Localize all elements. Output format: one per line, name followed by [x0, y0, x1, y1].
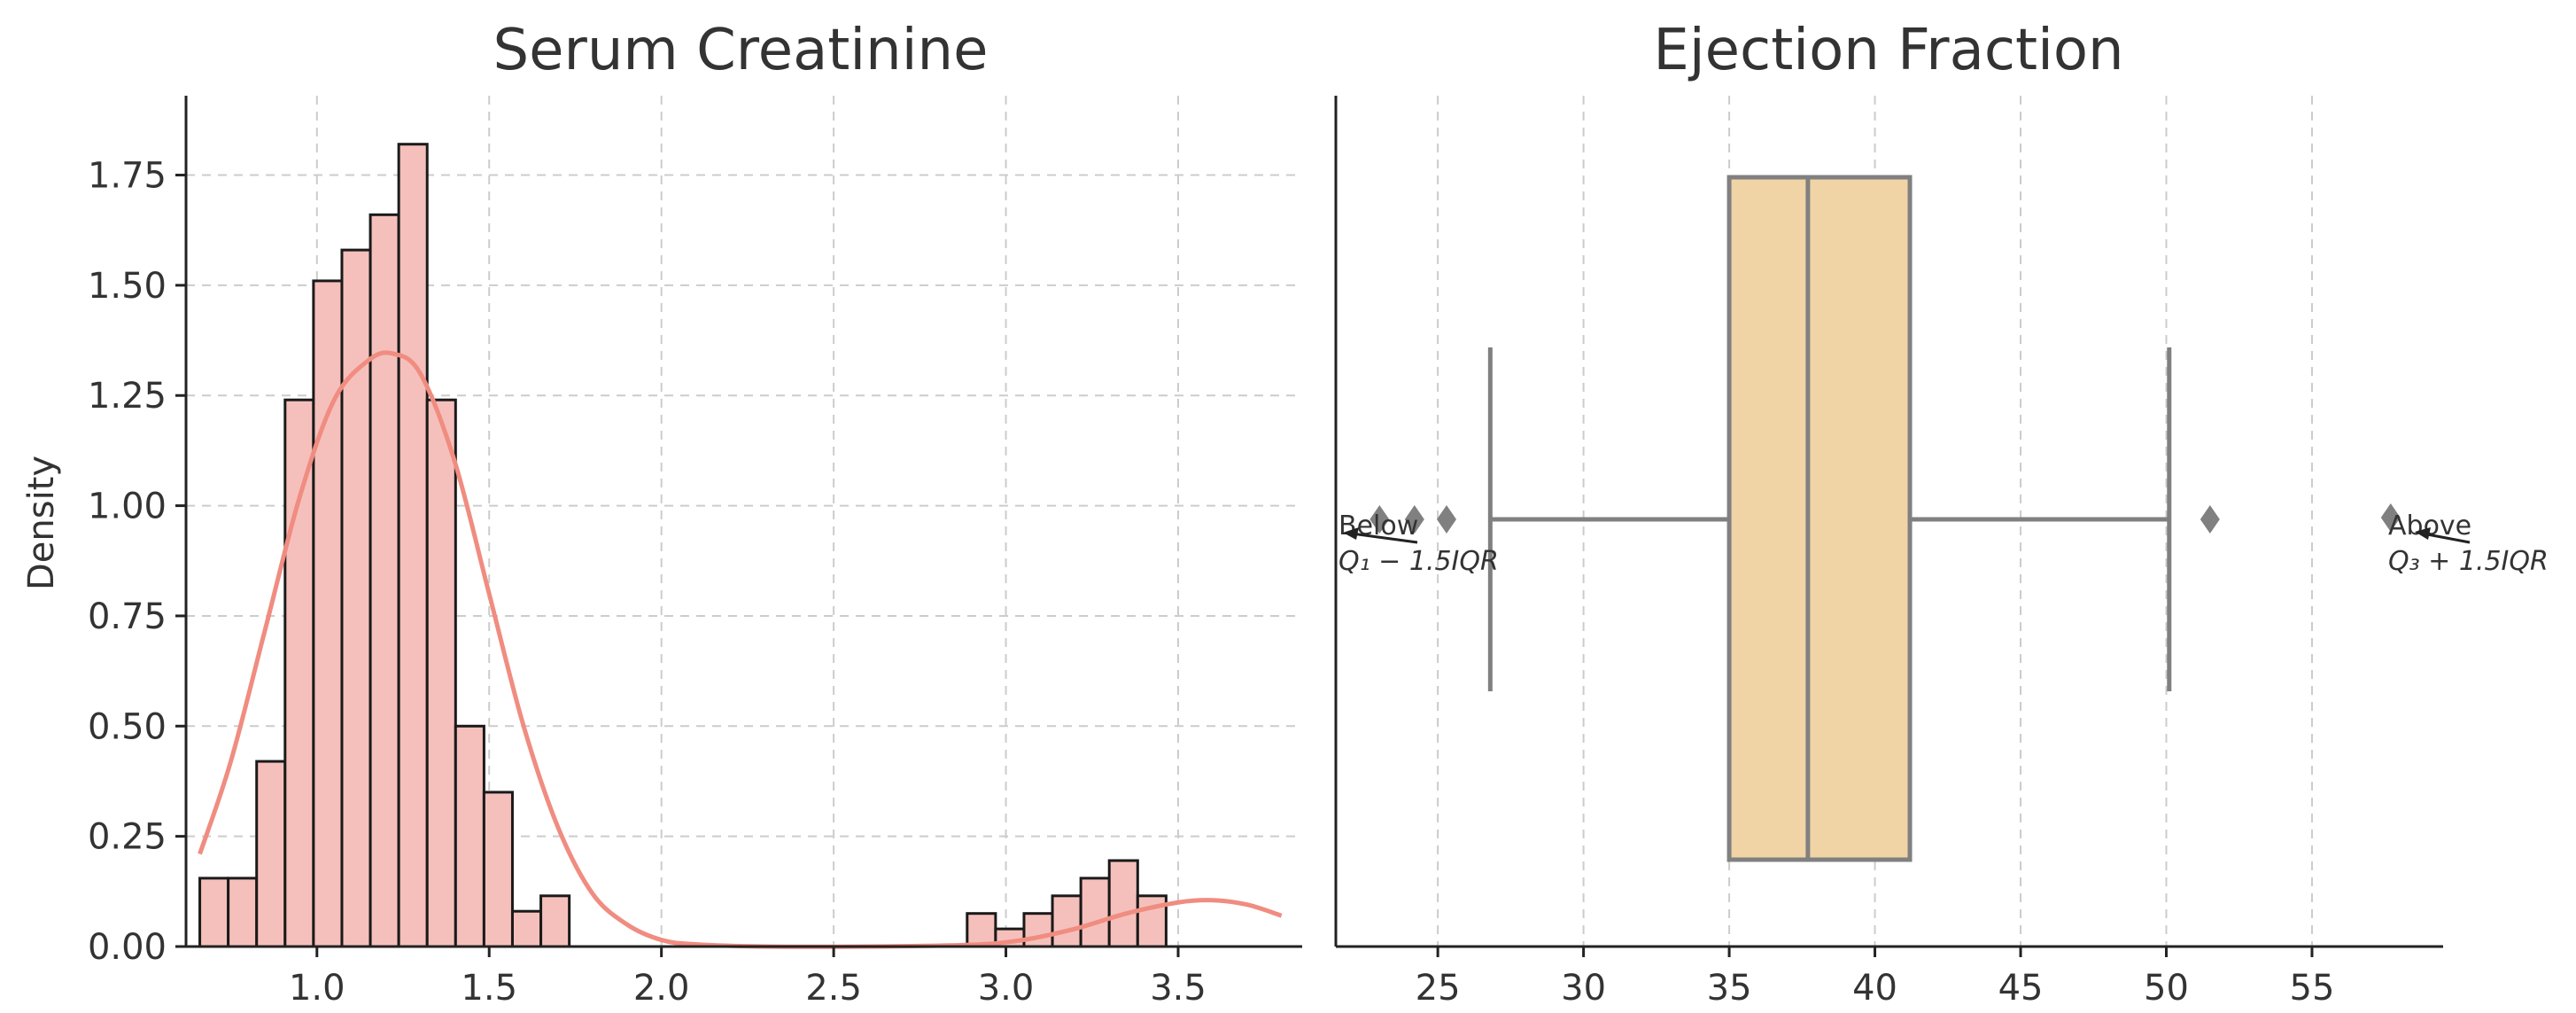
hist-y-tick-label: 0.75	[88, 596, 167, 637]
outlier-marker	[1437, 505, 1456, 534]
histogram-x-ticks: 1.0 1.5 2.0 2.5 3.0 3.5	[289, 947, 1207, 1009]
outlier-marker	[2380, 503, 2401, 532]
hist-x-tick-label: 1.0	[289, 968, 345, 1009]
hist-y-tick-label: 0.50	[88, 706, 167, 747]
histogram-bar	[1022, 912, 1054, 948]
hist-y-tick-label: 1.00	[88, 487, 167, 527]
boxplot-axes	[1334, 96, 2443, 948]
boxplot-title: Ejection Fraction	[1653, 18, 2123, 83]
box-x-tick-label: 25	[1416, 968, 1461, 1009]
hist-x-tick-label: 3.0	[978, 968, 1035, 1009]
outlier-marker	[1404, 505, 1424, 534]
hist-y-tick-label: 1.25	[88, 376, 167, 417]
histogram-bar	[227, 877, 259, 948]
hist-x-tick-label: 3.5	[1150, 968, 1207, 1009]
hist-x-tick-label: 2.0	[633, 968, 690, 1009]
histogram-bar	[198, 877, 230, 948]
hist-x-tick-label: 1.5	[461, 968, 517, 1009]
box-x-tick-label: 30	[1561, 968, 1606, 1009]
outlier-marker	[1369, 505, 1390, 534]
histogram-ylabel: Density	[21, 456, 62, 590]
histogram-bar	[425, 398, 457, 948]
box-x-tick-label: 45	[1998, 968, 2044, 1009]
boxplot-x-ticks: 25 30 35 40 45 50 55	[1416, 947, 2335, 1009]
histogram-bar	[454, 724, 485, 948]
boxplot-outliers	[1369, 503, 2401, 534]
histogram-bar	[369, 213, 400, 948]
box-x-tick-label: 35	[1707, 968, 1752, 1009]
histogram-y-ticks: 0.00 0.25 0.50 0.75 1.00 1.25 1.50 1.75	[88, 156, 186, 968]
box-x-tick-label: 55	[2290, 968, 2335, 1009]
histogram-title: Serum Creatinine	[493, 18, 989, 83]
hist-y-tick-label: 0.00	[88, 927, 167, 968]
boxplot-body	[1487, 175, 2172, 862]
histogram-bar	[255, 760, 287, 948]
below-annotation-line2: Q₁ − 1.5IQR	[1338, 546, 1499, 577]
ejection-fraction-boxplot: Ejection Fraction 25 30 35 40 45 50 55 BelowQ₁…	[1334, 18, 2549, 1009]
histogram-bars	[198, 143, 1168, 948]
iqr-box	[1726, 175, 1913, 862]
histogram-bar	[1051, 894, 1082, 948]
below-annotation-arrow	[1351, 532, 1418, 544]
hist-y-tick-label: 1.75	[88, 156, 167, 197]
hist-x-tick-label: 2.5	[805, 968, 862, 1009]
histogram-bar	[482, 791, 514, 948]
above-annotation-arrow	[2422, 532, 2471, 544]
above-annotation-line2: Q₃ + 1.5IQR	[2388, 546, 2549, 577]
serum-creatinine-histogram: Serum Creatinine Density 1.0 1.5 2.0 2.5 3.0…	[21, 18, 1302, 1009]
box-x-tick-label: 40	[1852, 968, 1897, 1009]
above-annotation-arrowhead	[2415, 527, 2431, 540]
hist-y-tick-label: 1.50	[88, 266, 167, 307]
histogram-bar	[1079, 877, 1111, 948]
histogram-bar	[283, 398, 315, 948]
histogram-bar	[539, 894, 571, 948]
above-annotation-line1: Above	[2388, 510, 2471, 542]
histogram-bar	[312, 279, 344, 948]
histogram-bar	[1107, 859, 1139, 948]
histogram-axes	[184, 96, 1302, 948]
histogram-bar	[510, 909, 543, 948]
below-annotation-arrowhead	[1343, 527, 1359, 540]
outlier-marker	[2200, 505, 2220, 534]
box-x-tick-label: 50	[2144, 968, 2189, 1009]
histogram-bar	[340, 248, 372, 948]
hist-y-tick-label: 0.25	[88, 817, 167, 858]
histogram-bar	[966, 912, 997, 948]
histogram-kde-line	[198, 350, 1283, 949]
histogram-bar	[397, 143, 429, 948]
